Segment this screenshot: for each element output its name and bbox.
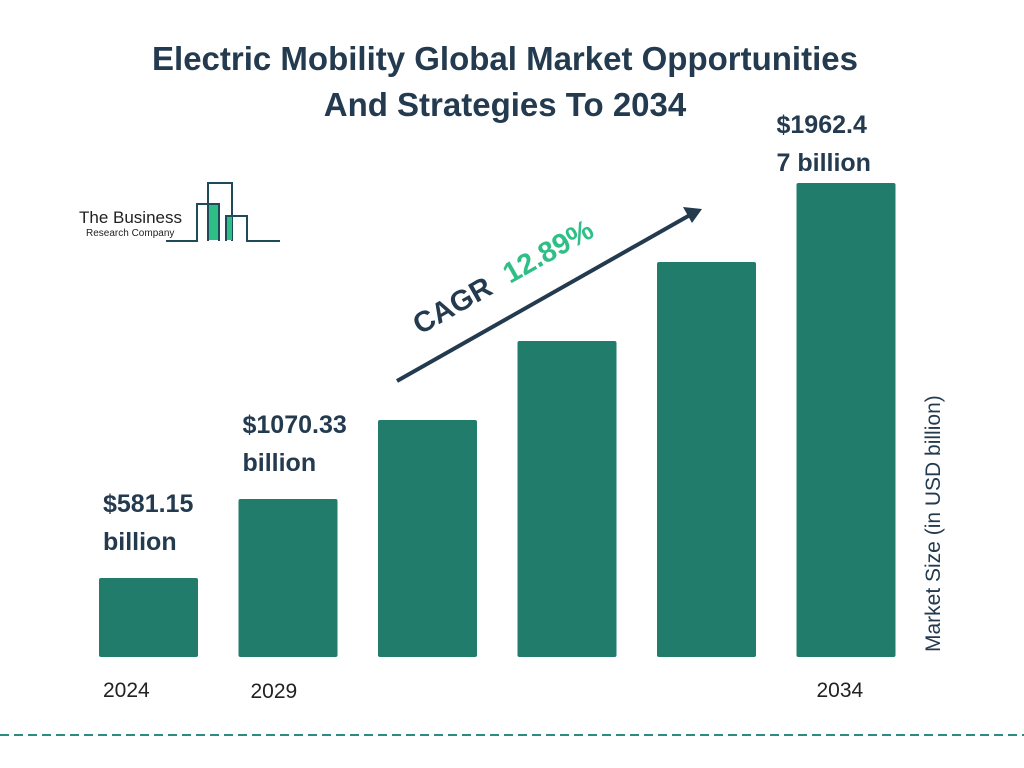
x-tick-label: 2024 [103, 679, 150, 702]
arrow-head-icon [683, 207, 702, 223]
x-tick-label: 2034 [817, 679, 864, 702]
bar-3 [517, 341, 617, 657]
bar-5 [796, 183, 896, 657]
logo-line-1: The Business [79, 208, 182, 227]
bar-1 [238, 499, 338, 657]
y-axis-label: Market Size (in USD billion) [922, 395, 945, 652]
data-label: billion [103, 528, 177, 556]
logo-line-2: Research Company [86, 228, 174, 239]
logo: The Business Research Company [79, 182, 280, 242]
data-label: $1070.33 [243, 411, 347, 439]
bar-0 [99, 578, 198, 657]
data-label: billion [243, 449, 317, 477]
data-label: 7 billion [777, 149, 871, 177]
title-line-1: Electric Mobility Global Market Opportun… [152, 40, 858, 77]
chart-title: Electric Mobility Global Market Opportun… [0, 36, 1010, 128]
x-tick-label: 2029 [251, 680, 298, 703]
bar-2 [378, 420, 477, 657]
title-line-2: And Strategies To 2034 [323, 86, 687, 123]
bar-4 [657, 262, 756, 657]
data-label: $581.15 [103, 490, 193, 518]
cagr-value: 12.89% [498, 214, 600, 290]
data-label: $1962.4 [777, 111, 867, 139]
